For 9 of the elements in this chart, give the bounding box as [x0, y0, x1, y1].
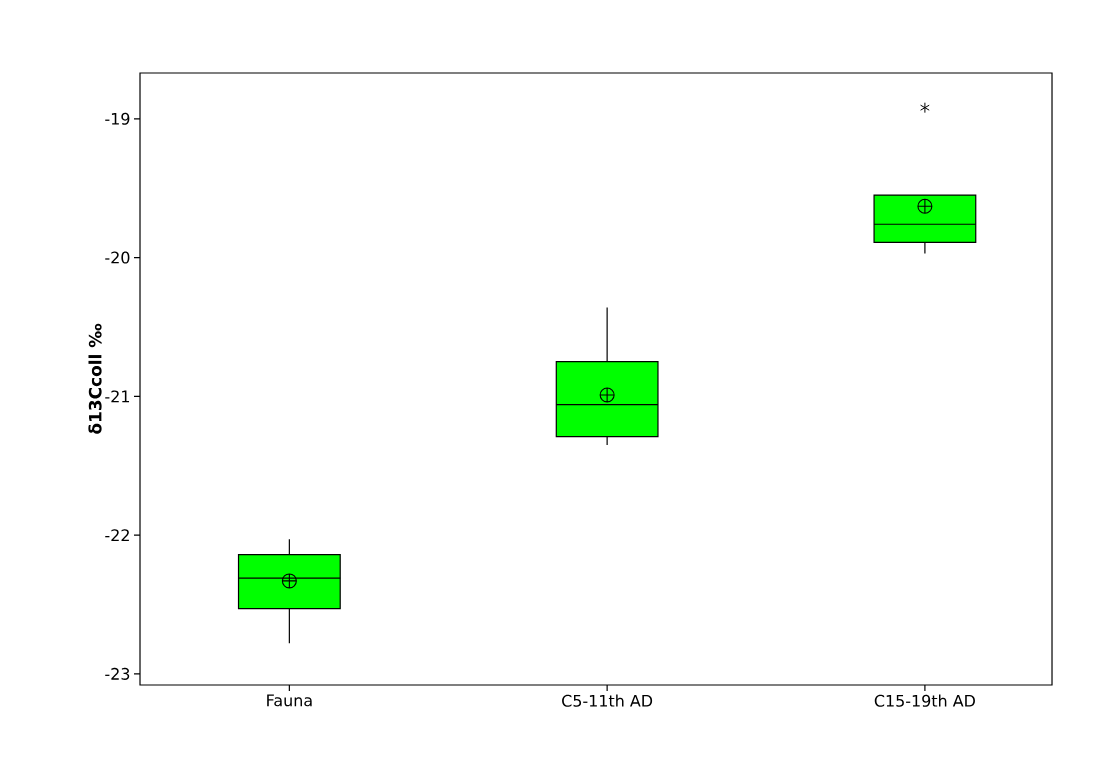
x-tick-label: Fauna [267, 694, 312, 707]
y-tick-label: -23 [105, 667, 130, 680]
x-tick-label: C5-11th AD [562, 694, 653, 707]
y-tick-label: -22 [105, 529, 129, 542]
y-tick-label: -21 [105, 390, 130, 403]
x-tick-label: C15-19th AD [874, 694, 975, 707]
y-tick-label: -20 [105, 251, 130, 264]
y-tick-label: -19 [105, 112, 130, 125]
y-axis-title: δ13Ccoll ‰ [88, 323, 102, 434]
